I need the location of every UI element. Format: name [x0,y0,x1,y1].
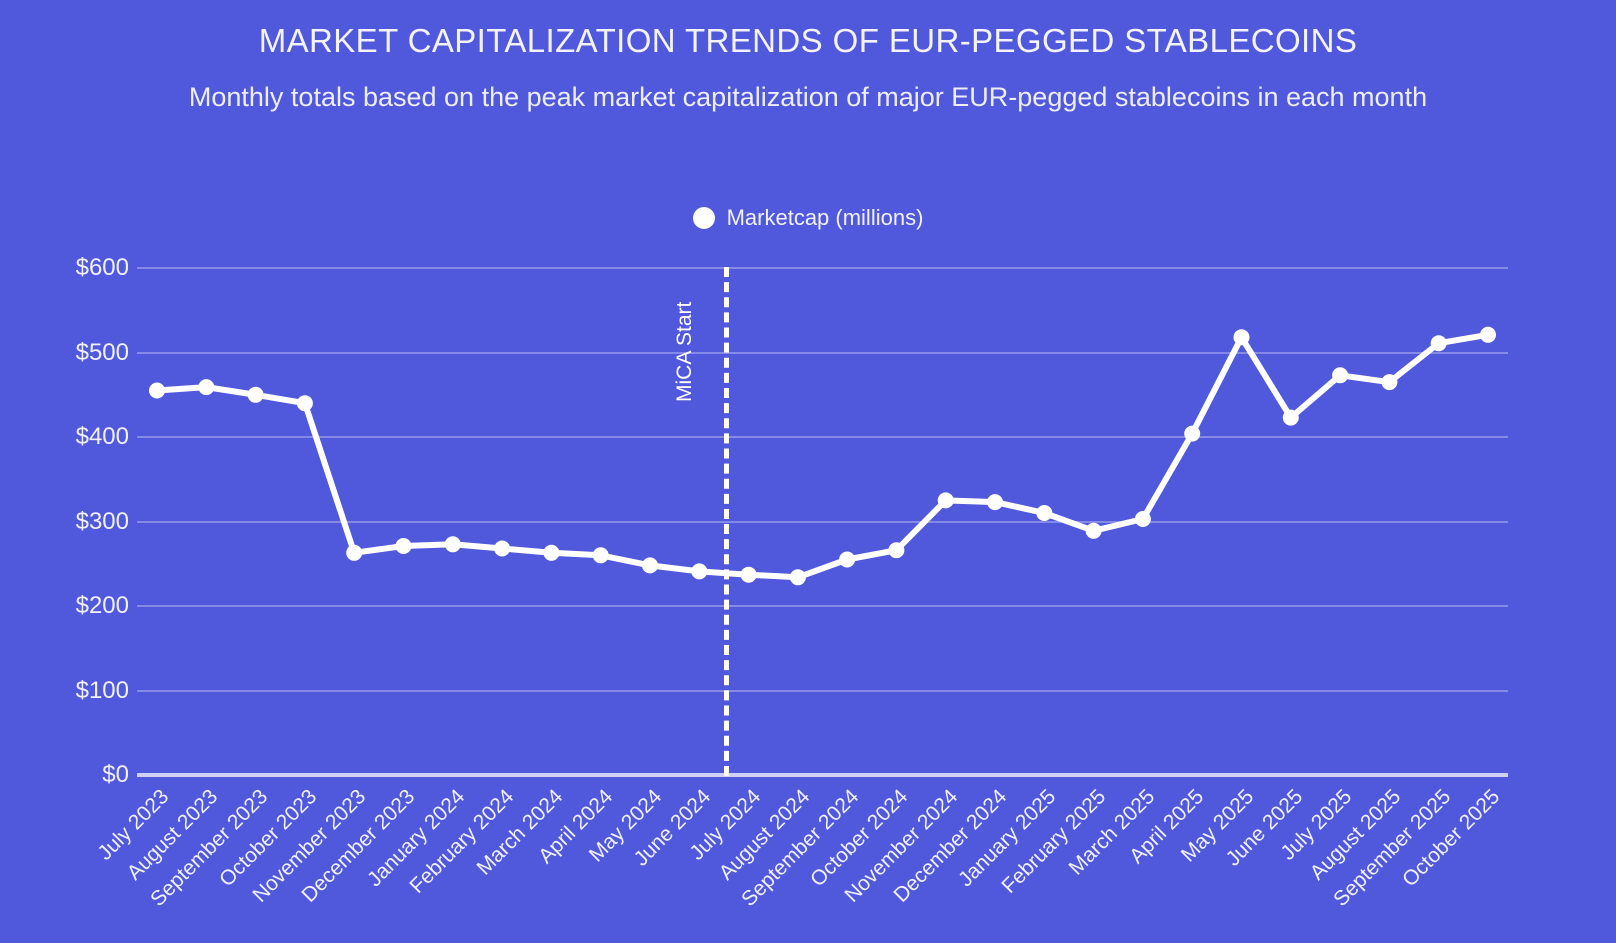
gridline [137,436,1508,438]
data-point[interactable] [789,569,806,586]
gridline [137,351,1508,354]
data-point[interactable] [198,379,215,396]
data-point[interactable] [1036,505,1053,521]
gridline [137,520,1508,523]
chart-container: MARKET CAPITALIZATION TRENDS OF EUR-PEGG… [0,22,1616,911]
data-point[interactable] [888,542,905,559]
data-point[interactable] [395,538,412,554]
series-line-marketcap [149,326,1496,586]
data-point[interactable] [1480,326,1496,343]
data-point[interactable] [346,544,363,561]
data-point[interactable] [740,566,757,583]
data-point[interactable] [839,551,856,568]
data-point[interactable] [1233,329,1250,346]
y-axis-tick-label: $0 [102,761,129,788]
gridline [137,267,1508,269]
y-axis-tick-label: $400 [75,423,129,450]
data-point[interactable] [296,395,313,412]
x-axis-line [137,773,1508,777]
data-point[interactable] [691,563,708,580]
chart-legend: Marketcap (millions) [0,205,1616,231]
y-axis-tick-label: $100 [75,676,129,704]
data-point[interactable] [1282,409,1299,426]
data-point[interactable] [247,386,264,403]
chart-title: MARKET CAPITALIZATION TRENDS OF EUR-PEGG… [258,22,1358,59]
data-point[interactable] [1430,335,1447,352]
data-point[interactable] [1134,511,1151,527]
chart-subtitle: Monthly totals based on the peak market … [188,82,1428,112]
data-point[interactable] [1085,522,1102,539]
gridline [137,689,1508,692]
data-point[interactable] [1332,367,1349,384]
legend-item-label[interactable]: Marketcap (millions) [726,205,924,230]
plot-area: $0 $100 $200 $300 $400 $500 $600 MiCA Start [76,254,1508,788]
data-point[interactable] [987,494,1003,511]
series-path [154,331,1491,581]
mica-start-marker-line [723,267,729,776]
data-point[interactable] [149,382,165,399]
x-axis-labels: July 2023 August 2023 September 2023 Octobe… [93,779,1508,911]
data-point[interactable] [1184,425,1201,442]
data-point[interactable] [1381,374,1398,391]
mica-start-annotation-label: MiCA Start [672,301,696,402]
y-axis-tick-label: $200 [75,592,129,619]
y-axis-tick-label: $500 [75,338,129,366]
data-point[interactable] [543,544,560,561]
gridline [137,605,1508,607]
data-point[interactable] [592,547,609,564]
data-point[interactable] [494,540,511,557]
y-axis-tick-label: $300 [75,507,129,535]
y-axis-tick-label: $600 [75,254,129,281]
data-point[interactable] [937,492,954,509]
data-point[interactable] [444,536,461,553]
legend-marker-icon [692,207,715,229]
data-point[interactable] [642,557,658,574]
